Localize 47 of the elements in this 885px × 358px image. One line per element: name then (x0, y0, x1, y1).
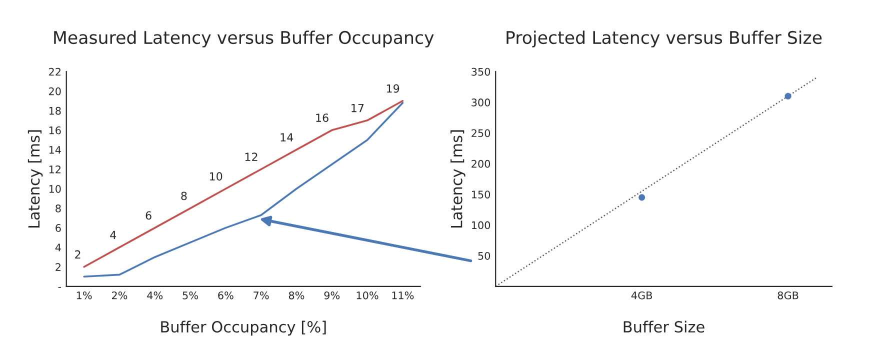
data-label: 4 (110, 230, 116, 240)
data-label: 12 (245, 152, 258, 161)
data-label: 19 (386, 84, 400, 93)
y-tick-label: 10 (49, 184, 61, 193)
y-tick-label: 50 (478, 252, 490, 260)
data-label: 10 (210, 172, 222, 181)
y-tick-label: 14 (49, 146, 61, 154)
chart-title: Projected Latency versus Buffer Size (506, 30, 822, 48)
x-tick-label: 10% (356, 291, 378, 300)
data-label: 2 (75, 250, 80, 259)
data-label: 8 (181, 192, 187, 200)
x-tick-label: 2% (112, 291, 128, 300)
y-tick-label: 350 (472, 68, 490, 76)
y-tick-label: 300 (472, 98, 490, 106)
y-tick-label: 8 (56, 204, 61, 212)
x-tick-label: 8GB (778, 291, 798, 300)
y-tick-label: 250 (472, 129, 490, 138)
x-tick-label: 6% (218, 291, 234, 300)
y-axis-title: Latency [ms] (450, 130, 466, 228)
x-tick-label: 8% (288, 291, 304, 300)
y-tick-label: - (58, 287, 62, 288)
chart-title: Measured Latency versus Buffer Occupancy (54, 30, 434, 48)
x-tick-label: 7% (254, 291, 269, 300)
y-tick-label: 6 (56, 224, 61, 232)
x-tick-label: 11% (392, 291, 414, 300)
data-label: 14 (280, 133, 294, 142)
y-tick-label: 12 (49, 165, 60, 174)
y-tick-label: 20 (49, 87, 61, 96)
y-tick-label: 200 (472, 160, 490, 168)
y-tick-label: 2 (56, 263, 60, 271)
x-tick-label: 4GB (631, 291, 652, 300)
data-label: 16 (316, 114, 328, 122)
y-axis-title: Latency [ms] (28, 130, 43, 228)
x-tick-label: 9% (324, 291, 340, 300)
data-label: 17 (352, 104, 364, 112)
x-tick-label: 5% (182, 291, 198, 300)
x-tick-label: 4% (147, 291, 163, 300)
y-tick-label: 4 (55, 244, 61, 252)
x-tick-label: 1% (76, 291, 92, 300)
x-axis-title: Buffer Occupancy [%] (161, 320, 326, 336)
y-tick-label: 18 (49, 106, 61, 115)
y-tick-label: 150 (472, 190, 490, 198)
y-tick-label: 22 (49, 68, 60, 76)
x-axis-title: Buffer Size (624, 320, 704, 333)
data-label: 6 (146, 211, 152, 220)
y-tick-label: 16 (49, 126, 61, 134)
y-tick-label: 100 (472, 221, 490, 230)
